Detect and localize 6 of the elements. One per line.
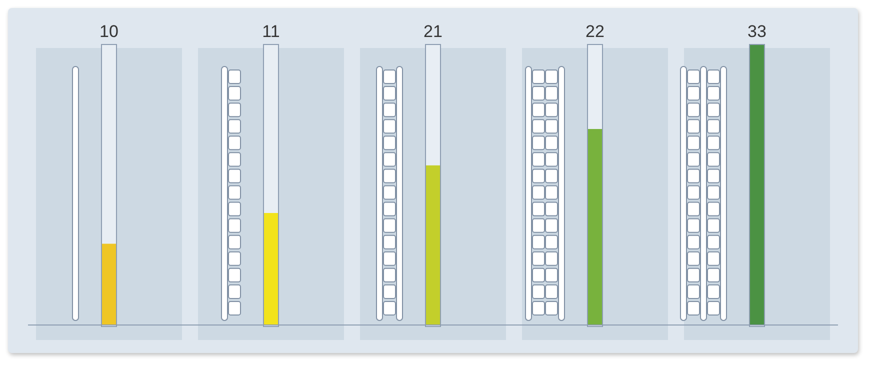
x-tick-label: 11 [262, 22, 280, 41]
x-tick-label: 33 [748, 22, 766, 41]
x-tick-label: 22 [586, 22, 604, 41]
x-tick-label: 21 [424, 22, 442, 41]
x-tick-label: 10 [100, 22, 118, 41]
bar [102, 244, 116, 325]
